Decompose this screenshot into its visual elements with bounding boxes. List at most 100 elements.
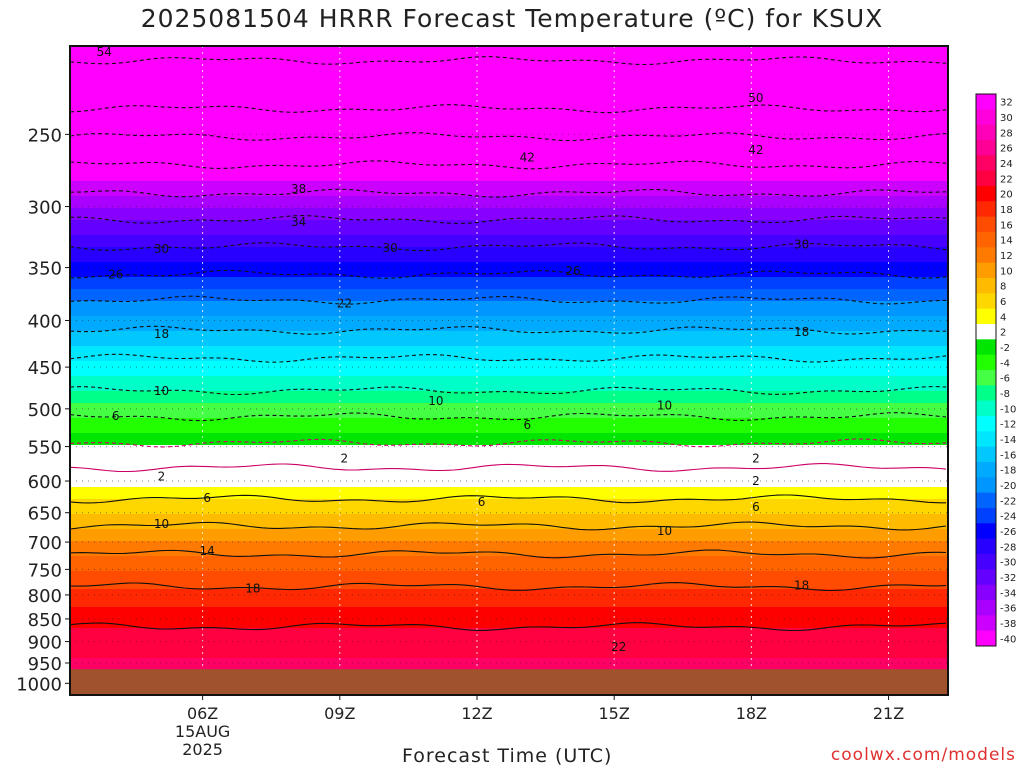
contour-line bbox=[70, 160, 947, 170]
colorbar-swatch bbox=[976, 538, 996, 555]
temp-band bbox=[70, 178, 948, 182]
contour-line bbox=[70, 549, 947, 559]
colorbar-swatch bbox=[976, 462, 996, 478]
colorbar-label: -10 bbox=[1000, 404, 1016, 415]
temp-band bbox=[70, 130, 948, 134]
temp-band bbox=[70, 457, 948, 461]
colorbar-swatch bbox=[976, 584, 996, 601]
temp-band bbox=[70, 352, 948, 356]
temp-band bbox=[70, 595, 948, 599]
temp-band bbox=[70, 220, 948, 224]
temp-band bbox=[70, 418, 948, 422]
temp-band bbox=[70, 364, 948, 368]
temp-band bbox=[70, 127, 948, 131]
temp-band bbox=[70, 307, 948, 311]
temp-band bbox=[70, 400, 948, 404]
temp-band bbox=[70, 268, 948, 272]
colorbar-label: -12 bbox=[1000, 420, 1016, 431]
contour-line bbox=[70, 188, 947, 198]
temp-band bbox=[70, 436, 948, 440]
temp-band bbox=[70, 82, 948, 86]
colorbar-label: 32 bbox=[1000, 98, 1013, 109]
temp-band bbox=[70, 481, 948, 485]
contour-label: 10 bbox=[154, 384, 169, 398]
colorbar-swatch bbox=[976, 630, 996, 647]
temp-band bbox=[70, 232, 948, 236]
temp-band bbox=[70, 361, 948, 365]
y-tick-label: 750 bbox=[28, 560, 62, 581]
temp-band bbox=[70, 475, 948, 479]
temp-band bbox=[70, 658, 948, 662]
temp-band bbox=[70, 76, 948, 80]
temp-band bbox=[70, 649, 948, 653]
temp-band bbox=[70, 472, 948, 476]
credit-link[interactable]: coolwx.com/models bbox=[830, 745, 1016, 765]
colorbar-label: 18 bbox=[1000, 205, 1013, 216]
colorbar-swatch bbox=[976, 140, 996, 156]
y-tick-label: 1000 bbox=[16, 674, 62, 695]
temp-band bbox=[70, 346, 948, 350]
temp-band bbox=[70, 427, 948, 431]
temp-band bbox=[70, 424, 948, 428]
colorbar-swatch bbox=[976, 247, 996, 264]
temp-band bbox=[70, 460, 948, 464]
contour-label: 26 bbox=[108, 267, 123, 281]
colorbar-swatch bbox=[976, 232, 996, 248]
y-tick-label: 300 bbox=[28, 198, 62, 219]
temp-band bbox=[70, 379, 948, 383]
temp-band bbox=[70, 301, 948, 305]
colorbar-label: 4 bbox=[1000, 312, 1006, 323]
temp-band bbox=[70, 577, 948, 581]
temp-band bbox=[70, 571, 948, 575]
temp-band bbox=[70, 112, 948, 116]
colorbar-swatch bbox=[976, 324, 996, 340]
temp-band bbox=[70, 214, 948, 218]
contour-line bbox=[70, 295, 947, 305]
vertical-gridlines bbox=[202, 46, 890, 695]
temp-band bbox=[70, 97, 948, 101]
temp-band bbox=[70, 310, 948, 314]
contour-line bbox=[70, 582, 947, 592]
temp-band bbox=[70, 433, 948, 437]
temp-band bbox=[70, 325, 948, 329]
contour-label: 2 bbox=[752, 452, 760, 466]
temp-band bbox=[70, 574, 948, 578]
temp-band bbox=[70, 487, 948, 491]
colorbar-swatch bbox=[976, 293, 996, 310]
temp-band bbox=[70, 490, 948, 494]
temp-band bbox=[70, 637, 948, 641]
temp-band bbox=[70, 565, 948, 569]
y-tick-label: 700 bbox=[28, 533, 62, 554]
temp-band bbox=[70, 520, 948, 524]
temp-band bbox=[70, 517, 948, 521]
temp-band bbox=[70, 466, 948, 470]
colorbar-label: 30 bbox=[1000, 113, 1013, 124]
temp-band bbox=[70, 292, 948, 296]
temp-band bbox=[70, 553, 948, 557]
colorbar-label: -34 bbox=[1000, 588, 1016, 599]
temp-band bbox=[70, 64, 948, 68]
temp-band bbox=[70, 199, 948, 203]
contour-label: 6 bbox=[203, 491, 211, 505]
colorbar-label: -26 bbox=[1000, 527, 1016, 538]
temp-band bbox=[70, 544, 948, 548]
temp-band bbox=[70, 604, 948, 608]
temp-band bbox=[70, 196, 948, 200]
y-tick-label: 400 bbox=[28, 311, 62, 332]
temp-band bbox=[70, 247, 948, 251]
temp-band bbox=[70, 79, 948, 83]
colorbar-swatch bbox=[976, 354, 996, 371]
temp-band bbox=[70, 367, 948, 371]
temp-band bbox=[70, 223, 948, 227]
y-tick-label: 900 bbox=[28, 633, 62, 654]
temp-band bbox=[70, 157, 948, 161]
colorbar-swatch bbox=[976, 308, 996, 325]
y-tick-label: 950 bbox=[28, 654, 62, 675]
temp-band bbox=[70, 229, 948, 233]
temp-band bbox=[70, 541, 948, 545]
colorbar-label: -30 bbox=[1000, 558, 1016, 569]
temp-band bbox=[70, 601, 948, 605]
contour-label: 18 bbox=[154, 327, 169, 341]
colorbar-swatch bbox=[976, 431, 996, 448]
